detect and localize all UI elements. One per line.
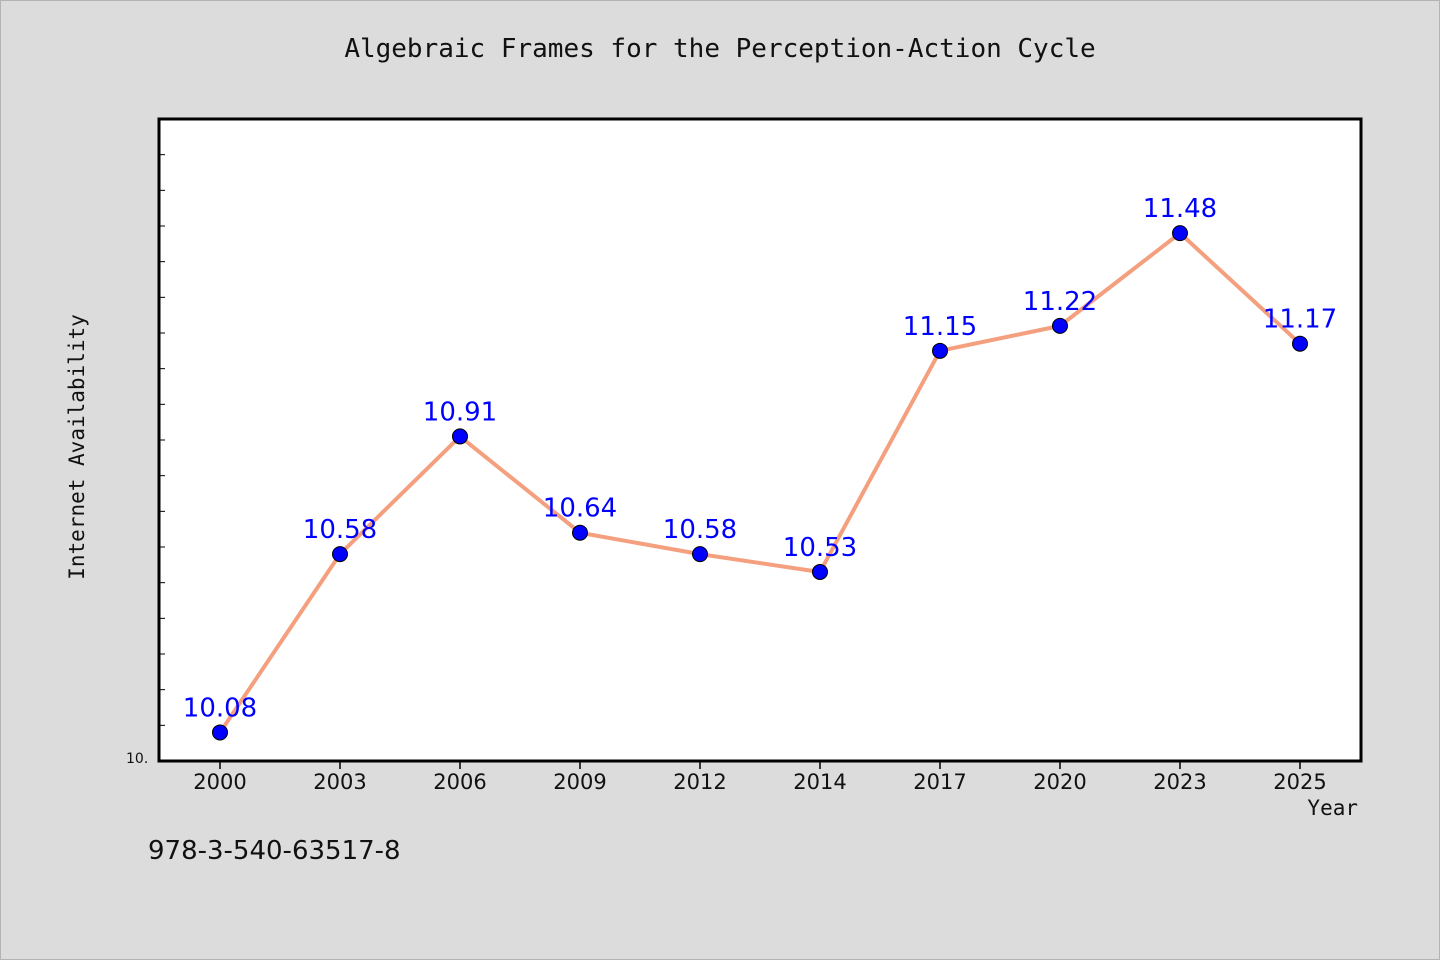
data-point: [812, 563, 828, 580]
isbn-text: 978-3-540-63517-8: [148, 836, 401, 866]
x-tick-label: 2006: [433, 770, 486, 794]
x-axis-label: Year: [1307, 796, 1358, 820]
x-tick-label: 2009: [553, 770, 606, 794]
data-point: [692, 546, 708, 563]
data-point: [1172, 225, 1188, 242]
x-tick-label: 2000: [193, 770, 246, 794]
data-label: 11.17: [1263, 305, 1337, 335]
chart-title: Algebraic Frames for the Perception-Acti…: [344, 34, 1096, 64]
data-point: [1292, 335, 1308, 352]
data-point: [212, 724, 228, 741]
data-point: [332, 546, 348, 563]
x-tick-label: 2025: [1273, 770, 1326, 794]
x-tick-label: 2023: [1153, 770, 1206, 794]
plot-border: [157, 117, 1363, 763]
data-label: 10.64: [543, 494, 617, 524]
x-tick-label: 2012: [673, 770, 726, 794]
data-label: 11.22: [1023, 287, 1097, 317]
data-point: [1052, 317, 1068, 334]
data-label: 11.15: [903, 312, 977, 342]
series-layer: 10.08 10.58 10.91 10.64 10.58 10.53 11.15 11.22…: [183, 194, 1337, 741]
data-label: 10.53: [783, 533, 857, 563]
data-point: [932, 342, 948, 359]
series-line: [218, 231, 1302, 734]
data-label: 10.08: [183, 693, 257, 723]
x-tick-label: 2020: [1033, 770, 1086, 794]
x-tick-label: 2014: [793, 770, 846, 794]
data-label: 10.91: [423, 397, 497, 427]
data-point: [572, 524, 588, 541]
data-label: 10.58: [303, 515, 377, 545]
x-tick-label: 2017: [913, 770, 966, 794]
x-tick-label: 2003: [313, 770, 366, 794]
x-axis-ticks: 2000 2003 2006 2009 2012 2014 2017 2020 2023 2025: [193, 761, 1327, 794]
data-point: [452, 428, 468, 445]
plot-area: [159, 119, 1361, 761]
data-label: 10.58: [663, 515, 737, 545]
data-label: 11.48: [1143, 194, 1217, 224]
y-axis-min-label: 10.: [126, 751, 149, 767]
